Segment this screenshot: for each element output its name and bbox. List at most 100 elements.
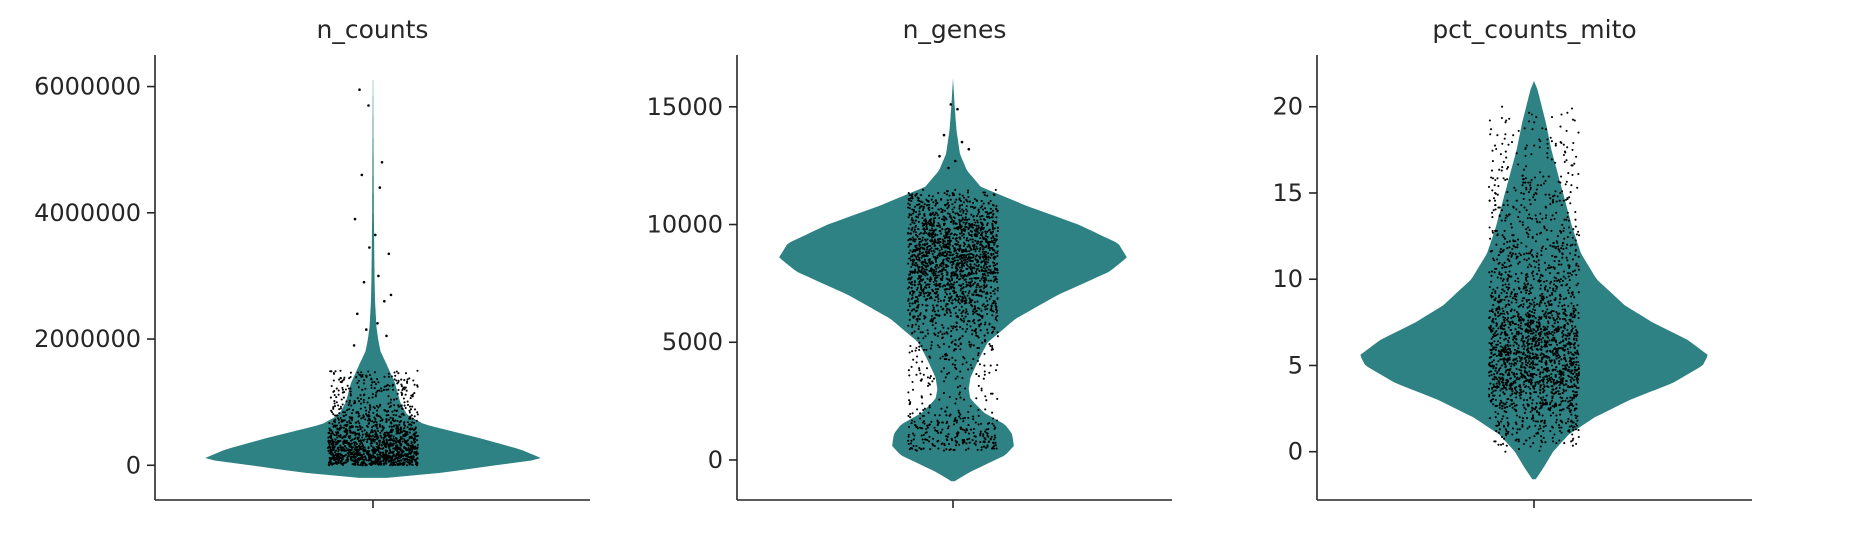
data-point (916, 235, 919, 238)
data-point (942, 245, 945, 248)
data-point (1577, 172, 1580, 176)
data-point (946, 427, 950, 430)
data-point (1509, 344, 1512, 347)
data-point (938, 244, 941, 247)
data-point (404, 372, 408, 375)
data-point (911, 296, 914, 299)
data-point (992, 241, 995, 244)
data-point (1574, 218, 1577, 221)
data-point (328, 464, 331, 467)
data-point (375, 442, 378, 446)
data-point (917, 228, 920, 231)
data-point (402, 457, 405, 460)
data-point (987, 229, 990, 232)
data-point (400, 459, 403, 462)
data-point (995, 311, 998, 314)
data-point (983, 364, 986, 367)
data-point (935, 282, 938, 285)
data-point (389, 430, 392, 433)
data-point (1531, 332, 1534, 335)
data-point (1561, 304, 1564, 308)
data-point (1506, 424, 1509, 427)
data-point (1552, 353, 1555, 356)
data-point (406, 453, 409, 456)
data-point (922, 420, 925, 423)
data-point (932, 308, 935, 311)
data-point (389, 464, 392, 467)
data-point (1556, 381, 1559, 384)
data-point (908, 281, 911, 284)
data-point (972, 418, 975, 421)
data-point (1517, 326, 1520, 329)
data-point (918, 210, 921, 213)
data-point (985, 285, 988, 288)
data-point (950, 216, 953, 220)
data-point (1542, 425, 1545, 428)
data-point (974, 421, 977, 424)
data-point (958, 391, 962, 394)
data-point (396, 440, 400, 443)
data-point (1550, 332, 1553, 335)
data-point (376, 389, 379, 393)
data-point (907, 202, 910, 205)
data-point (410, 424, 413, 427)
data-point (374, 455, 377, 459)
data-point (372, 411, 375, 415)
data-point (1491, 160, 1494, 163)
data-point (386, 383, 389, 386)
data-point (906, 231, 910, 235)
data-point (1534, 198, 1537, 201)
data-point (339, 453, 342, 456)
data-point (1525, 252, 1528, 255)
data-point (340, 426, 343, 429)
data-point (978, 318, 981, 321)
data-point (931, 380, 934, 383)
data-point (991, 344, 994, 348)
data-point (1573, 316, 1576, 319)
data-point (980, 389, 983, 392)
data-point (1538, 221, 1542, 224)
data-point (1569, 231, 1572, 234)
data-point (953, 259, 956, 262)
data-point (1540, 247, 1544, 250)
data-point (961, 203, 964, 206)
data-point (328, 432, 331, 435)
strip-points (1487, 105, 1581, 453)
data-point (952, 253, 955, 256)
data-point (921, 201, 924, 204)
data-point (376, 446, 379, 449)
data-point (377, 449, 380, 452)
data-point (366, 401, 369, 404)
data-point (411, 417, 414, 420)
data-point (389, 293, 393, 297)
data-point (947, 201, 950, 204)
data-point (1569, 244, 1572, 247)
data-point (985, 266, 989, 269)
data-point (933, 213, 936, 216)
data-point (1552, 283, 1556, 286)
data-point (365, 328, 368, 331)
data-point (340, 398, 343, 401)
data-point (1555, 211, 1558, 214)
data-point (955, 328, 958, 331)
data-point (1518, 428, 1521, 431)
data-point (936, 284, 939, 287)
data-point (979, 253, 982, 256)
data-point (977, 208, 980, 211)
data-point (358, 454, 361, 457)
data-point (922, 232, 925, 235)
data-point (934, 414, 937, 417)
data-point (1557, 279, 1560, 282)
data-point (1498, 394, 1501, 397)
data-point (979, 294, 983, 297)
data-point (355, 445, 358, 448)
data-point (912, 210, 916, 213)
data-point (1553, 217, 1556, 220)
data-point (1522, 404, 1525, 407)
data-point (1496, 420, 1499, 423)
data-point (1555, 317, 1558, 320)
data-point (1520, 369, 1523, 372)
data-point (968, 259, 971, 262)
data-point (380, 161, 384, 164)
data-point (360, 371, 363, 374)
